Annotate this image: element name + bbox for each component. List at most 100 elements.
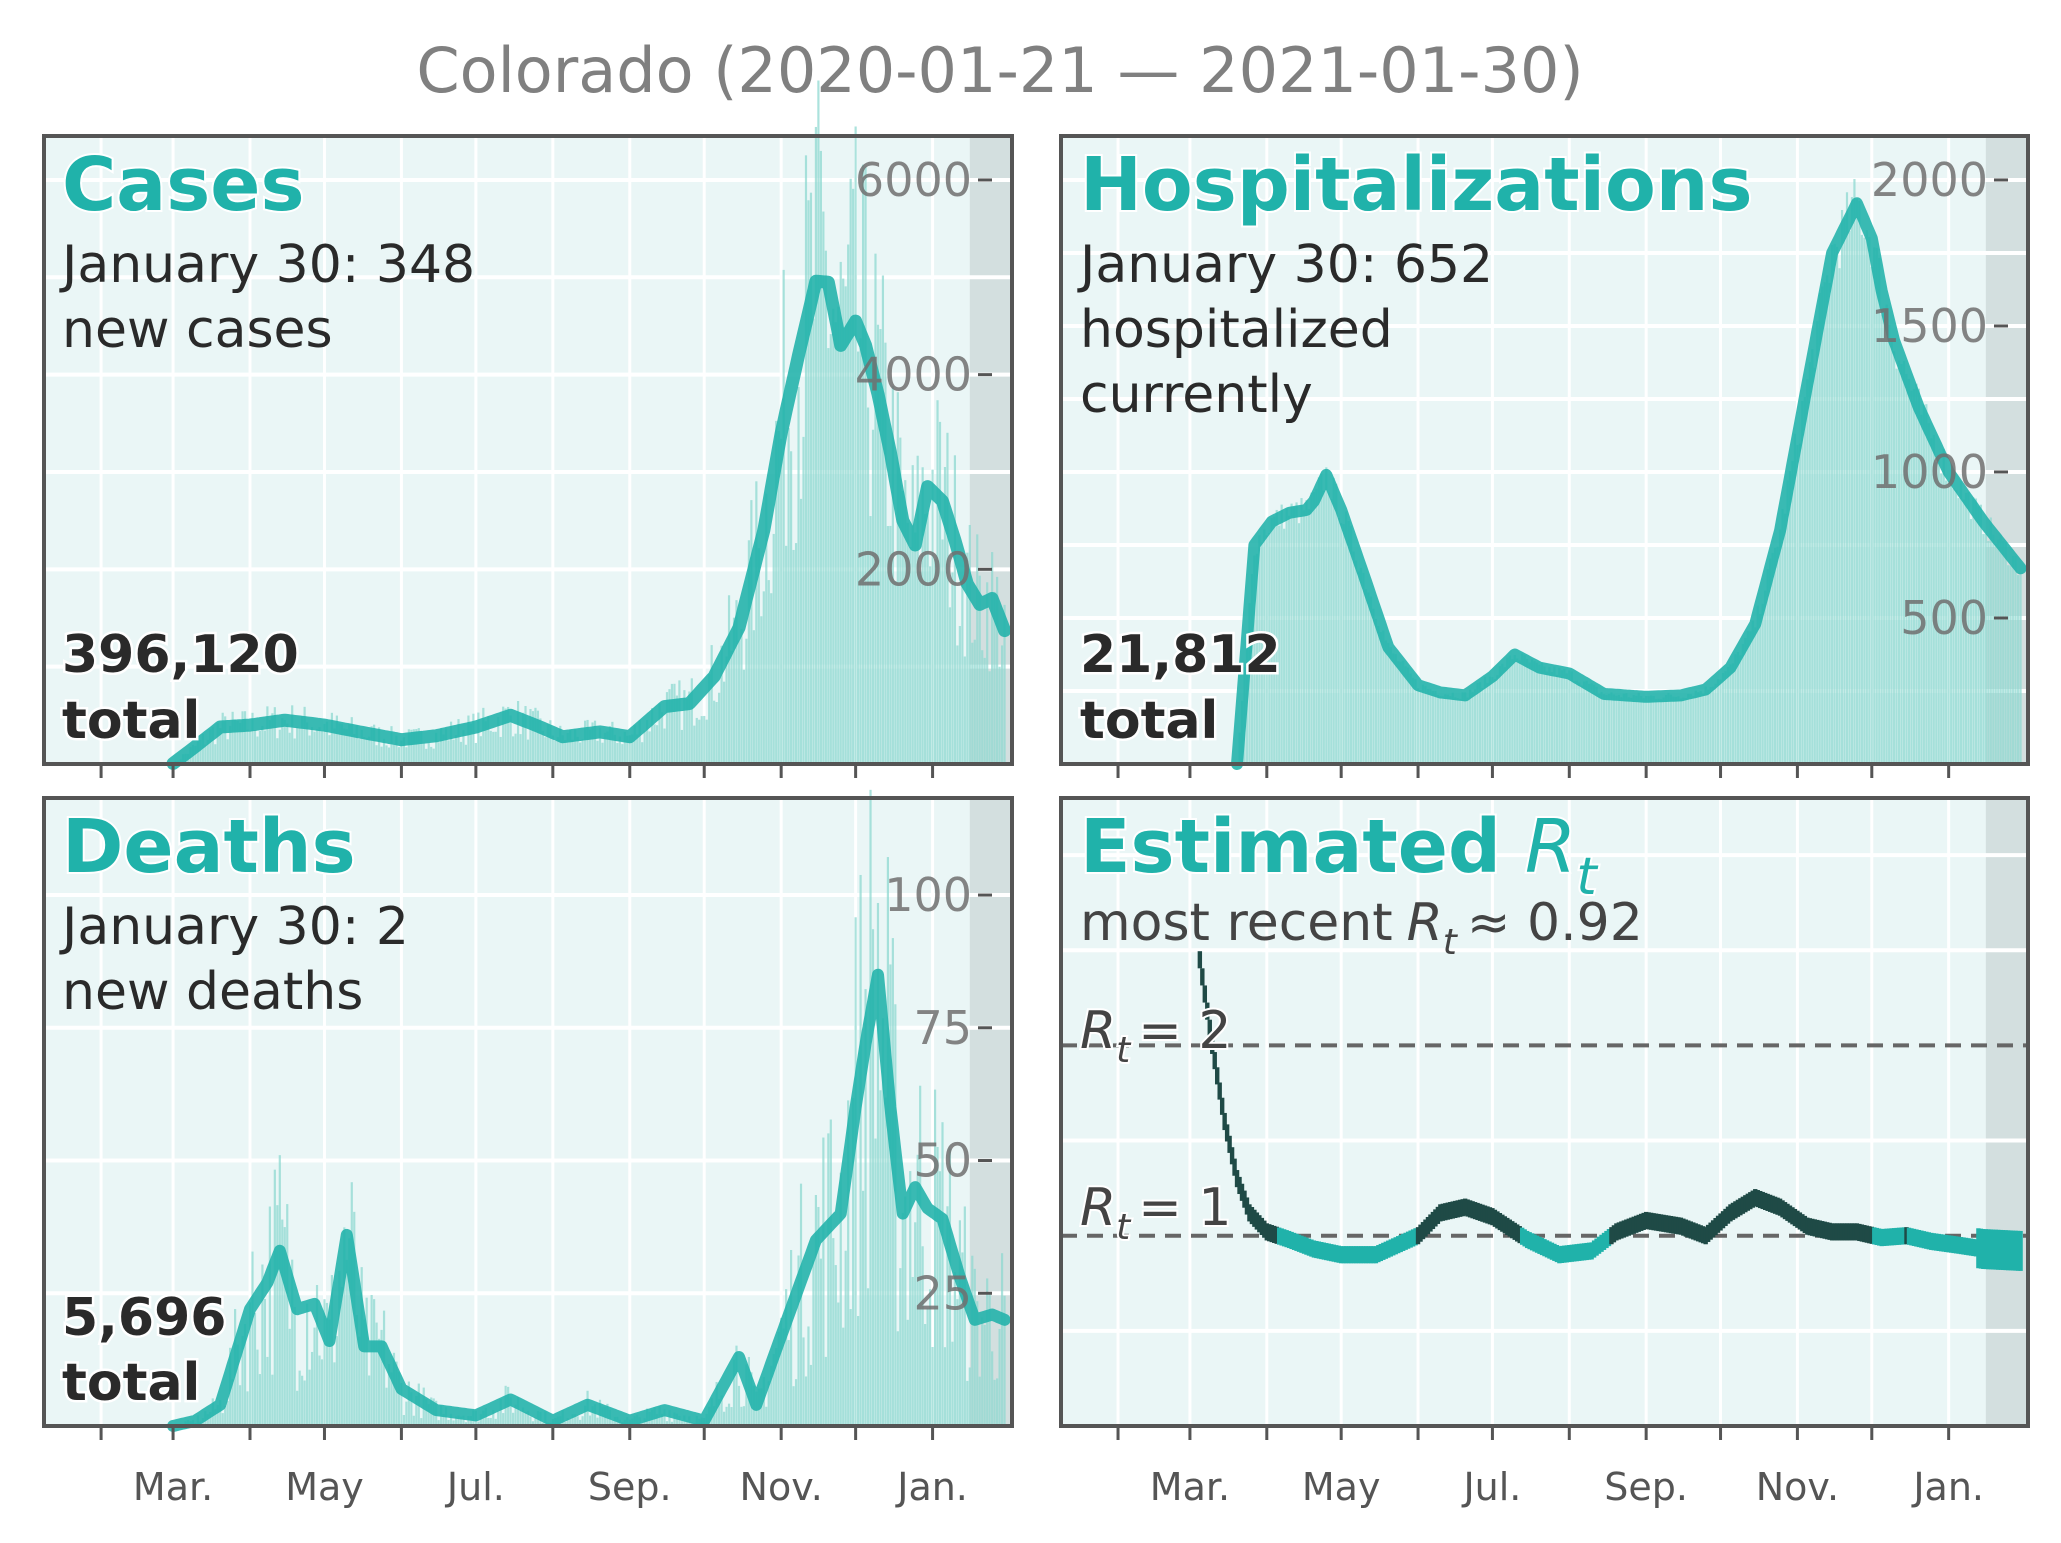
hosp-daily-bar	[1439, 696, 1442, 764]
cases-daily-bar	[278, 729, 281, 764]
cases-daily-bar	[328, 735, 331, 764]
hosp-daily-bar	[1907, 378, 1911, 764]
cases-daily-bar	[559, 725, 562, 764]
cases-daily-bar	[703, 715, 706, 764]
deaths-daily-bar	[368, 1375, 371, 1426]
cases-daily-bar	[487, 716, 490, 764]
hosp-daily-bar	[1528, 662, 1531, 764]
hosp-daily-bar	[1796, 445, 1799, 764]
cases-daily-bar	[802, 436, 805, 764]
deaths-daily-bar	[449, 1413, 453, 1426]
cases-daily-bar	[497, 716, 500, 764]
panel-frame	[1059, 134, 2030, 766]
cases-daily-bar	[824, 250, 827, 765]
cases-daily-bar	[876, 324, 880, 764]
hosp-daily-bar	[1739, 655, 1742, 764]
cases-daily-bar	[402, 737, 405, 764]
cases-daily-bar	[772, 533, 775, 764]
cases-daily-bar	[636, 734, 639, 764]
rt-estimate-mark	[1547, 1241, 1552, 1259]
rt-estimate-mark	[1604, 1230, 1609, 1249]
hosp-daily-bar	[1459, 698, 1462, 764]
cases-daily-bar	[258, 731, 262, 764]
cases-daily-bar	[524, 706, 527, 764]
cases-daily-bar	[209, 729, 212, 764]
cases-daily-bar	[807, 200, 810, 765]
rt-estimate-mark	[1772, 1196, 1778, 1214]
cases-daily-bar	[320, 730, 324, 764]
deaths-daily-bar	[876, 902, 880, 1426]
rt-estimate-mark	[1807, 1218, 1813, 1236]
deaths-daily-bar	[293, 1306, 296, 1426]
rt-estimate-mark	[1457, 1199, 1463, 1217]
rt-estimate-mark	[1423, 1219, 1428, 1237]
cases-daily-bar	[541, 730, 544, 764]
rt-estimate-mark	[1393, 1237, 1398, 1255]
hosp-daily-bar	[1716, 679, 1720, 764]
deaths-daily-bar	[804, 1376, 808, 1426]
cases-daily-bar	[869, 516, 872, 764]
rt-estimate-mark	[1400, 1233, 1406, 1251]
cases-daily-bar	[345, 729, 348, 764]
rt-estimate-mark	[1450, 1201, 1455, 1219]
cases-daily-bar	[601, 742, 604, 764]
rt-estimate-mark	[1210, 1036, 1215, 1054]
rt-estimate-mark	[1849, 1223, 1855, 1241]
cases-daily-bar	[564, 740, 567, 764]
figure-title: Colorado (2020-01-21 — 2021-01-30)	[416, 34, 1583, 107]
x-tick-label: Jul.	[1461, 1465, 1521, 1509]
hosp-daily-bar	[1957, 498, 1960, 764]
rt-estimate-mark	[1254, 1212, 1260, 1230]
rt-estimate-mark	[1673, 1216, 1679, 1234]
cases-daily-bar	[425, 748, 428, 764]
x-tick-label: Jan.	[895, 1465, 968, 1509]
cases-daily-bar	[375, 745, 378, 764]
cases-daily-bar	[909, 546, 912, 764]
cases-daily-bar	[710, 645, 713, 764]
rt-estimate-mark	[1966, 1238, 1971, 1256]
hosp-daily-bar	[1813, 367, 1816, 764]
cases-daily-bar	[775, 420, 778, 764]
hosp-daily-bar	[1615, 695, 1618, 764]
hosp-daily-bar	[1979, 504, 1982, 764]
deaths-daily-bar	[772, 1353, 775, 1426]
rt-estimate-mark	[1666, 1215, 1671, 1233]
cases-daily-bar	[442, 734, 445, 764]
cases-daily-bar	[387, 747, 391, 764]
cases-daily-bar	[588, 729, 592, 764]
cases-daily-bar	[546, 723, 549, 764]
cases-daily-bar	[315, 729, 319, 764]
hosp-daily-bar	[1930, 438, 1933, 764]
hosp-daily-bar	[1268, 532, 1271, 764]
rt-estimate-mark	[1510, 1221, 1515, 1239]
deaths-daily-bar	[338, 1270, 341, 1426]
deaths-daily-bar	[817, 1206, 820, 1426]
y-tick-label: 1000	[1871, 445, 1988, 499]
hosp-daily-bar	[1555, 674, 1558, 764]
rt-estimate-mark	[1505, 1217, 1510, 1236]
cases-daily-bar	[936, 400, 939, 764]
deaths-daily-bar	[457, 1415, 460, 1426]
hosp-daily-bar	[1657, 698, 1660, 764]
deaths-daily-bar	[318, 1355, 321, 1426]
cases-daily-bar	[678, 680, 681, 764]
cases-daily-bar	[889, 525, 892, 764]
deaths-daily-bar	[789, 1249, 793, 1426]
deaths-daily-bar	[961, 1252, 964, 1426]
deaths-daily-bar	[514, 1404, 517, 1426]
cases-daily-bar	[323, 723, 326, 764]
rt-estimate-mark	[1232, 1158, 1237, 1176]
hosp-daily-bar	[1315, 488, 1318, 764]
cases-daily-bar	[335, 715, 338, 764]
cases-daily-bar	[740, 628, 743, 764]
y-tick-label: 2000	[1871, 153, 1988, 207]
rt-estimate-mark	[1467, 1200, 1473, 1218]
rt-estimate-mark	[1215, 1067, 1220, 1085]
cases-daily-bar	[750, 500, 753, 764]
x-tick-label: Nov.	[1756, 1465, 1839, 1509]
deaths-daily-bar	[794, 1379, 798, 1426]
cases-daily-bar	[561, 735, 564, 764]
deaths-daily-bar	[467, 1416, 470, 1426]
rt-estimate-mark	[1929, 1232, 1934, 1250]
hosp-daily-bar	[1637, 692, 1640, 764]
